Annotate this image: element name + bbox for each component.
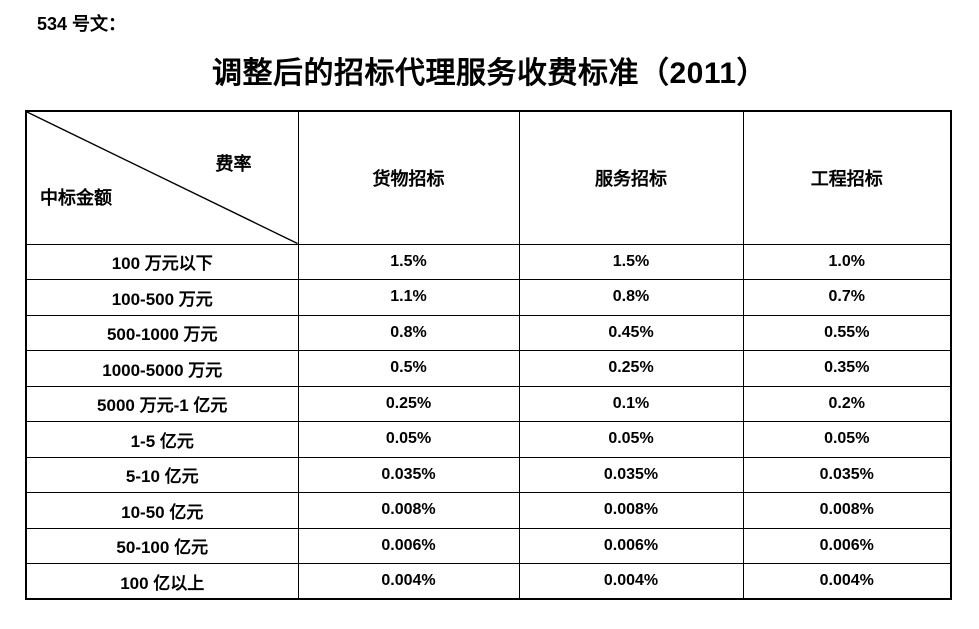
table-row: 5000 万元-1 亿元 0.25% 0.1% 0.2% bbox=[25, 385, 952, 422]
service-rate-cell: 0.004% bbox=[518, 563, 744, 600]
service-rate-cell: 0.006% bbox=[518, 527, 744, 564]
corner-label-bid-amount: 中标金额 bbox=[40, 188, 112, 208]
doc-number-label: 534 号文： bbox=[37, 14, 127, 34]
service-rate-cell: 0.1% bbox=[518, 385, 744, 422]
column-header-service-bidding: 服务招标 bbox=[518, 110, 744, 245]
amount-range-cell: 5-10 亿元 bbox=[25, 456, 299, 493]
page-title: 调整后的招标代理服务收费标准（2011） bbox=[211, 57, 768, 90]
amount-range-cell: 100 万元以下 bbox=[25, 243, 299, 280]
service-rate-cell: 0.25% bbox=[518, 350, 744, 387]
goods-rate-cell: 0.8% bbox=[297, 314, 520, 351]
corner-header-cell: 费率 中标金额 bbox=[25, 110, 299, 245]
engineering-rate-cell: 0.008% bbox=[742, 492, 952, 529]
corner-label-fee-rate: 费率 bbox=[215, 154, 252, 174]
table-row: 5-10 亿元 0.035% 0.035% 0.035% bbox=[25, 456, 952, 493]
engineering-rate-cell: 0.35% bbox=[742, 350, 952, 387]
engineering-rate-cell: 0.55% bbox=[742, 314, 952, 351]
amount-range-cell: 100-500 万元 bbox=[25, 279, 299, 316]
amount-range-cell: 500-1000 万元 bbox=[25, 314, 299, 351]
column-header-engineering-bidding: 工程招标 bbox=[742, 110, 952, 245]
service-rate-cell: 0.8% bbox=[518, 279, 744, 316]
goods-rate-cell: 0.25% bbox=[297, 385, 520, 422]
table-row: 100 万元以下 1.5% 1.5% 1.0% bbox=[25, 243, 952, 280]
goods-rate-cell: 0.5% bbox=[297, 350, 520, 387]
service-rate-cell: 1.5% bbox=[518, 243, 744, 280]
goods-rate-cell: 0.006% bbox=[297, 527, 520, 564]
engineering-rate-cell: 1.0% bbox=[742, 243, 952, 280]
engineering-rate-cell: 0.05% bbox=[742, 421, 952, 458]
engineering-rate-cell: 0.2% bbox=[742, 385, 952, 422]
engineering-rate-cell: 0.035% bbox=[742, 456, 952, 493]
amount-range-cell: 1000-5000 万元 bbox=[25, 350, 299, 387]
goods-rate-cell: 1.1% bbox=[297, 279, 520, 316]
goods-rate-cell: 0.004% bbox=[297, 563, 520, 600]
amount-range-cell: 5000 万元-1 亿元 bbox=[25, 385, 299, 422]
table-row: 100-500 万元 1.1% 0.8% 0.7% bbox=[25, 279, 952, 316]
service-rate-cell: 0.45% bbox=[518, 314, 744, 351]
fee-rate-table: 费率 中标金额 货物招标 服务招标 工程招标 100 万元以下 1.5% 1.5… bbox=[25, 110, 952, 600]
service-rate-cell: 0.05% bbox=[518, 421, 744, 458]
diagonal-divider-line bbox=[27, 112, 298, 244]
goods-rate-cell: 0.035% bbox=[297, 456, 520, 493]
column-header-goods-bidding: 货物招标 bbox=[297, 110, 520, 245]
table-row: 100 亿以上 0.004% 0.004% 0.004% bbox=[25, 563, 952, 600]
service-rate-cell: 0.035% bbox=[518, 456, 744, 493]
goods-rate-cell: 0.008% bbox=[297, 492, 520, 529]
header-row: 费率 中标金额 货物招标 服务招标 工程招标 bbox=[25, 110, 952, 245]
table-row: 1000-5000 万元 0.5% 0.25% 0.35% bbox=[25, 350, 952, 387]
amount-range-cell: 100 亿以上 bbox=[25, 563, 299, 600]
amount-range-cell: 10-50 亿元 bbox=[25, 492, 299, 529]
engineering-rate-cell: 0.004% bbox=[742, 563, 952, 600]
table-row: 10-50 亿元 0.008% 0.008% 0.008% bbox=[25, 492, 952, 529]
amount-range-cell: 50-100 亿元 bbox=[25, 527, 299, 564]
service-rate-cell: 0.008% bbox=[518, 492, 744, 529]
table-row: 500-1000 万元 0.8% 0.45% 0.55% bbox=[25, 314, 952, 351]
amount-range-cell: 1-5 亿元 bbox=[25, 421, 299, 458]
engineering-rate-cell: 0.7% bbox=[742, 279, 952, 316]
goods-rate-cell: 0.05% bbox=[297, 421, 520, 458]
table-row: 1-5 亿元 0.05% 0.05% 0.05% bbox=[25, 421, 952, 458]
goods-rate-cell: 1.5% bbox=[297, 243, 520, 280]
table-row: 50-100 亿元 0.006% 0.006% 0.006% bbox=[25, 527, 952, 564]
engineering-rate-cell: 0.006% bbox=[742, 527, 952, 564]
